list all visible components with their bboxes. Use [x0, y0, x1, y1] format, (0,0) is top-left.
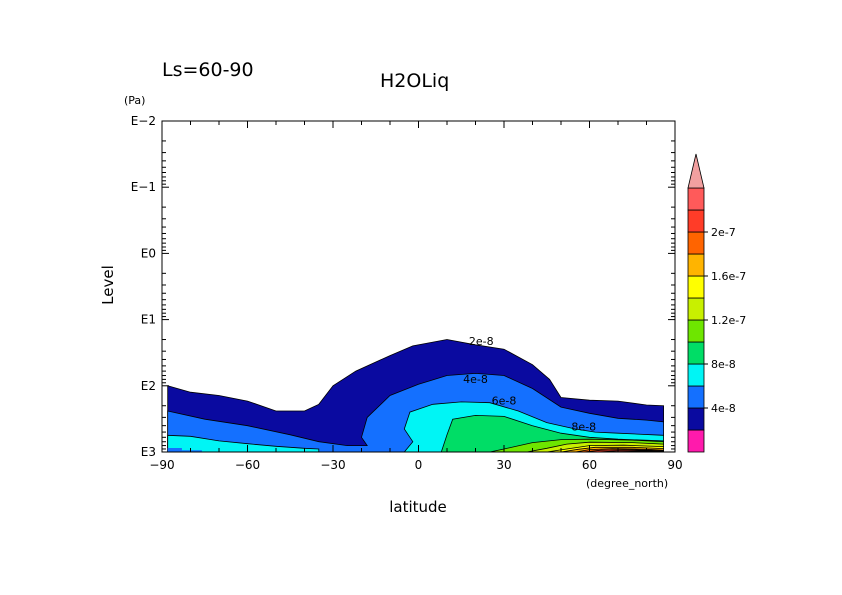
contour-region-2 [167, 434, 320, 452]
colorbar-box-0 [687, 429, 705, 453]
x-axis-label: latitude [389, 498, 447, 516]
contour-label-0: 2e-8 [469, 335, 494, 348]
contour-label-2: 6e-8 [492, 394, 517, 407]
colorbar: 4e-8 8e-8 1.2e-7 1.6e-7 2e-7 [687, 153, 746, 453]
contour-regions [167, 339, 664, 462]
contour-labels: 2e-8 4e-8 6e-8 8e-8 [463, 335, 596, 434]
chart-subtitle: Ls=60-90 [162, 59, 254, 81]
colorbar-box-9 [687, 231, 705, 255]
y-tick-label-3: E1 [141, 313, 156, 327]
contour-step-0 [167, 448, 202, 452]
x-tick-label-4: 30 [496, 458, 511, 472]
colorbar-tick-label-1: 8e-8 [711, 358, 736, 371]
y-tick-label-0: E−2 [131, 114, 156, 128]
y-axis-ticks: E−2 E−1 E0 E1 E2 E3 [131, 114, 675, 459]
colorbar-box-5 [687, 319, 705, 343]
colorbar-tick-label-0: 4e-8 [711, 402, 736, 415]
colorbar-tick-label-3: 1.6e-7 [711, 270, 746, 283]
x-tick-label-2: −30 [320, 458, 345, 472]
y-axis-unit: (Pa) [124, 94, 145, 107]
colorbar-extend-max [687, 153, 705, 189]
x-axis-ticks: −90 −60 −30 0 30 60 90 [149, 121, 683, 472]
colorbar-box-2 [687, 385, 705, 409]
colorbar-box-3 [687, 363, 705, 387]
y-tick-label-4: E2 [141, 379, 156, 393]
y-tick-label-5: E3 [141, 445, 156, 459]
colorbar-box-10 [687, 209, 705, 233]
x-tick-label-6: 90 [667, 458, 682, 472]
contour-label-3: 8e-8 [571, 420, 596, 433]
contour-step-2 [290, 452, 319, 462]
x-tick-label-5: 60 [582, 458, 597, 472]
y-tick-label-2: E0 [141, 246, 156, 260]
x-axis-unit: (degree_north) [586, 477, 668, 490]
y-axis-label: Level [99, 265, 117, 305]
colorbar-box-6 [687, 297, 705, 321]
colorbar-tick-label-2: 1.2e-7 [711, 314, 746, 327]
colorbar-box-7 [687, 275, 705, 299]
contour-step-1 [262, 452, 276, 462]
x-tick-label-0: −90 [149, 458, 174, 472]
x-tick-label-1: −60 [235, 458, 260, 472]
contour-label-1: 4e-8 [463, 373, 488, 386]
colorbar-box-8 [687, 253, 705, 277]
colorbar-box-1 [687, 407, 705, 431]
y-tick-label-1: E−1 [131, 180, 156, 194]
colorbar-box-11 [687, 187, 705, 211]
colorbar-box-4 [687, 341, 705, 365]
x-tick-label-3: 0 [415, 458, 423, 472]
chart-title: H2OLiq [380, 70, 449, 92]
colorbar-tick-label-4: 2e-7 [711, 226, 736, 239]
